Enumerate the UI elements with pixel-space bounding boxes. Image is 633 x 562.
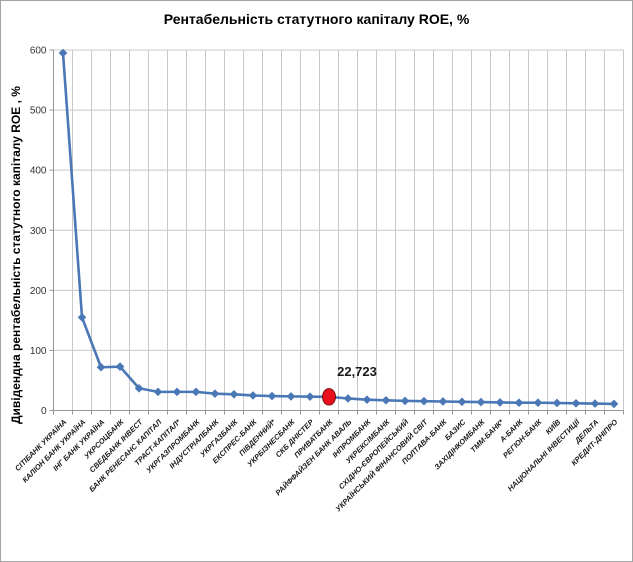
data-point-marker [172, 387, 182, 397]
highlight-value-label: 22,723 [337, 364, 377, 379]
data-point-marker [362, 395, 372, 404]
data-point-marker [552, 398, 562, 408]
chart-title: Рентабельність статутного капіталу ROE, … [163, 11, 470, 27]
data-point-marker [58, 48, 68, 58]
highlight-marker [322, 388, 336, 406]
data-point-marker [267, 391, 277, 401]
data-point-marker [286, 392, 296, 401]
y-tick-label: 500 [30, 106, 47, 117]
data-point-marker [229, 389, 239, 399]
data-point-marker [476, 397, 486, 407]
y-tick-label: 400 [30, 166, 47, 177]
data-point-marker [590, 399, 600, 408]
y-tick-label: 600 [30, 46, 47, 57]
data-point-marker [495, 398, 505, 407]
data-point-marker [77, 313, 87, 322]
data-point-marker [457, 397, 467, 407]
data-point-marker [248, 391, 258, 400]
axes [49, 49, 624, 415]
y-tick-labels: 0 100 200 300 400 500 600 [30, 46, 47, 418]
data-point-marker [134, 383, 144, 393]
data-point-marker [400, 396, 410, 406]
data-point-marker [153, 387, 163, 397]
data-point-marker [609, 399, 619, 409]
data-point-marker [210, 389, 220, 398]
data-point-marker [191, 387, 201, 397]
data-point-marker [514, 398, 524, 407]
data-point-marker [419, 396, 429, 406]
roe-line-series [58, 48, 619, 409]
data-point-marker [115, 362, 125, 371]
y-tick-label: 0 [41, 406, 47, 417]
data-point-marker [533, 398, 543, 407]
y-tick-label: 300 [30, 226, 47, 237]
y-tick-label: 200 [30, 286, 47, 297]
data-point-marker [96, 362, 106, 372]
data-point-marker [438, 397, 448, 406]
data-point-marker [571, 398, 581, 408]
data-point-marker [381, 395, 391, 405]
data-point-marker [305, 392, 315, 401]
y-tick-label: 100 [30, 346, 47, 357]
data-point-marker [343, 394, 353, 403]
gridlines [53, 49, 624, 411]
